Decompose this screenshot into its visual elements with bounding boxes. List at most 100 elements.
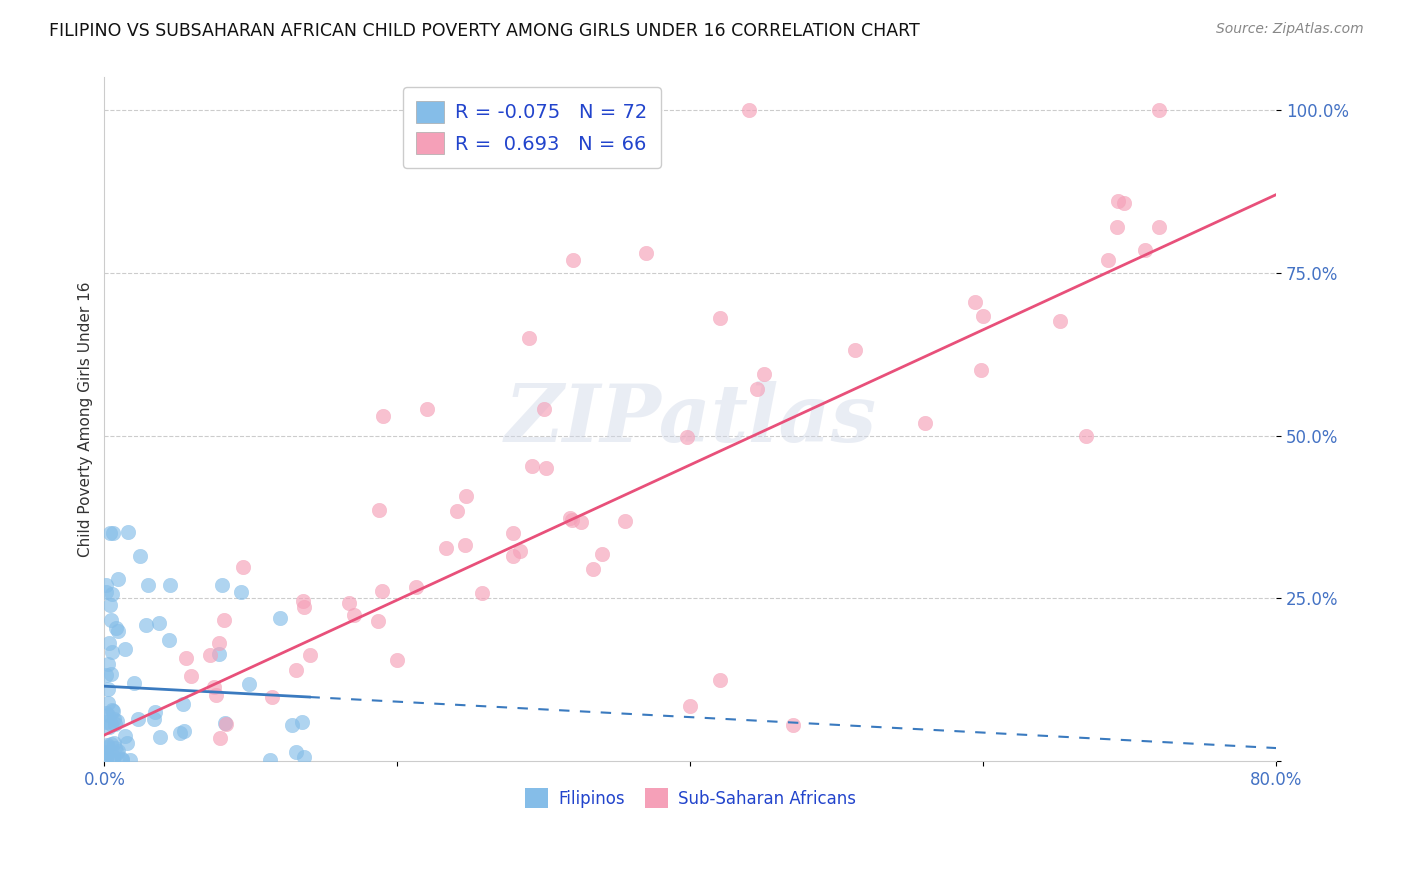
Point (96, 714, 118, 729)
Point (709, 311, 731, 326)
Point (292, 599, 315, 614)
Point (103, 712, 125, 726)
Point (104, 741, 127, 756)
Point (972, 309, 994, 323)
Point (229, 584, 252, 599)
Point (285, 745, 308, 759)
Point (533, 402, 555, 417)
Point (367, 614, 389, 628)
Point (157, 633, 180, 648)
Point (1097, 252, 1119, 267)
Point (502, 526, 524, 541)
Point (368, 503, 391, 517)
Point (1074, 428, 1097, 442)
Point (98, 526, 121, 541)
Point (94, 753, 117, 767)
Point (96, 746, 118, 760)
Point (292, 593, 315, 607)
Point (202, 680, 225, 694)
Point (114, 641, 136, 656)
Point (97, 696, 120, 710)
Point (128, 549, 150, 564)
Point (100, 716, 122, 731)
Point (142, 712, 165, 726)
Point (122, 675, 145, 690)
Point (679, 698, 702, 713)
Point (97, 708, 120, 723)
Legend: Filipinos, Sub-Saharan Africans: Filipinos, Sub-Saharan Africans (517, 781, 862, 814)
Point (613, 515, 636, 529)
Point (110, 753, 132, 767)
Point (1147, 220, 1170, 235)
Point (561, 513, 583, 527)
Point (591, 547, 613, 561)
Point (1147, 103, 1170, 117)
Point (97, 636, 120, 650)
Point (98, 720, 121, 734)
Text: ZIPatlas: ZIPatlas (505, 381, 876, 458)
Point (97, 657, 120, 672)
Point (471, 586, 494, 600)
Point (115, 736, 138, 750)
Point (269, 611, 291, 625)
Point (370, 583, 392, 598)
Point (100, 666, 122, 681)
Point (562, 252, 585, 267)
Point (94, 750, 117, 764)
Point (107, 624, 129, 638)
Point (117, 524, 139, 539)
Point (208, 731, 231, 745)
Point (738, 103, 761, 117)
Point (914, 416, 936, 430)
Point (208, 636, 231, 650)
Point (118, 753, 141, 767)
Point (94, 667, 117, 681)
Point (292, 749, 315, 764)
Point (747, 382, 769, 396)
Point (782, 718, 804, 732)
Point (100, 613, 122, 627)
Point (211, 578, 233, 592)
Point (174, 651, 197, 665)
Point (446, 504, 468, 518)
Point (127, 712, 149, 726)
Point (104, 621, 127, 635)
Point (1107, 219, 1129, 234)
Point (101, 526, 124, 541)
Point (103, 736, 125, 750)
Point (844, 343, 866, 357)
Point (509, 544, 531, 558)
Text: FILIPINO VS SUBSAHARAN AFRICAN CHILD POVERTY AMONG GIRLS UNDER 16 CORRELATION CH: FILIPINO VS SUBSAHARAN AFRICAN CHILD POV… (49, 22, 920, 40)
Point (520, 458, 543, 473)
Point (101, 645, 124, 659)
Point (238, 677, 260, 691)
Point (159, 578, 181, 592)
Point (145, 705, 167, 719)
Point (299, 648, 322, 663)
Point (101, 587, 124, 601)
Point (371, 409, 394, 423)
Point (173, 723, 195, 738)
Point (1135, 243, 1157, 257)
Point (96, 739, 118, 753)
Point (436, 541, 458, 555)
Point (107, 744, 129, 758)
Point (1049, 313, 1071, 327)
Point (569, 515, 592, 529)
Point (259, 753, 281, 767)
Point (169, 725, 191, 739)
Point (1107, 194, 1129, 208)
Point (963, 294, 986, 309)
Text: Source: ZipAtlas.com: Source: ZipAtlas.com (1216, 22, 1364, 37)
Point (405, 580, 427, 594)
Point (454, 538, 477, 552)
Point (454, 490, 477, 504)
Point (709, 673, 731, 687)
Point (114, 729, 136, 743)
Point (231, 560, 253, 574)
Point (111, 752, 134, 766)
Point (101, 703, 124, 717)
Point (149, 730, 172, 744)
Point (101, 704, 124, 718)
Point (536, 460, 558, 475)
